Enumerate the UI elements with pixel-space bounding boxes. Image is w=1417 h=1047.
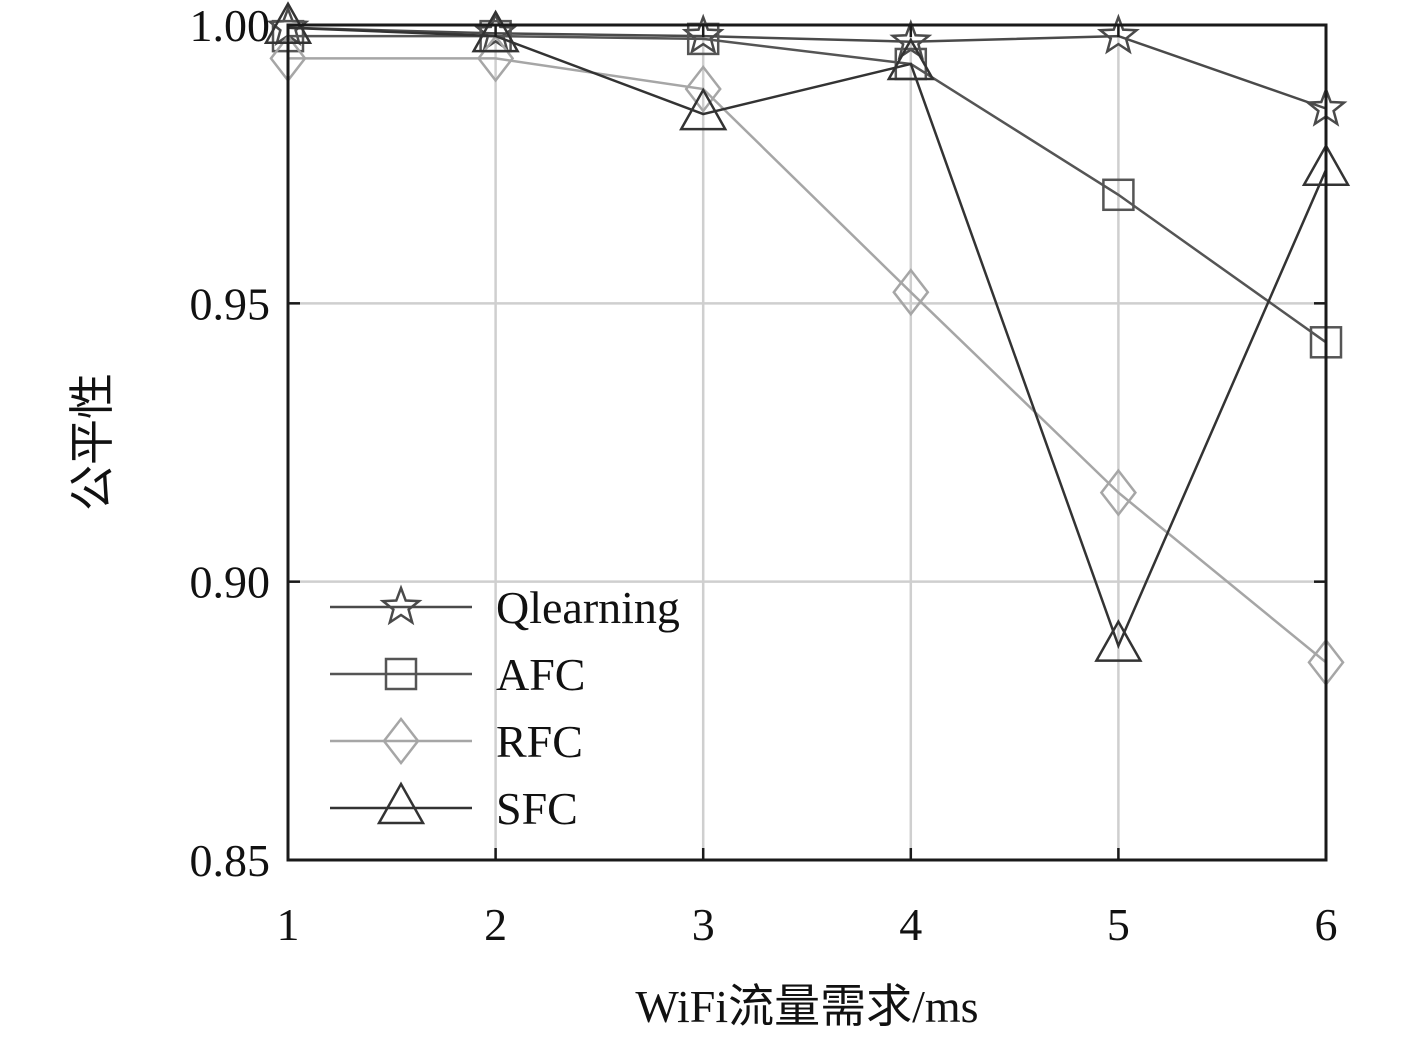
data-point-sfc [471,9,520,53]
data-point-qlearning [474,10,518,52]
legend-marker-sfc [376,781,426,825]
y-axis-title: 公平性 [67,373,118,511]
series-line-qlearning [287,26,1327,110]
legend-label-afc: AFC [496,649,585,700]
grid [288,25,1326,860]
data-point-sfc [1094,619,1143,662]
legend: Qlearning AFC RFC SFC [330,582,680,834]
data-point-afc [1102,178,1135,212]
series-line-afc [288,34,1327,344]
data-point-sfc [886,37,935,81]
legend-marker-afc [384,657,418,691]
x-tick-label: 6 [1315,899,1338,950]
x-axis-title: WiFi流量需求/ms [635,981,978,1032]
legend-item-rfc: RFC [330,716,583,767]
data-point-rfc [684,64,722,114]
x-tick-label: 3 [692,899,715,950]
series-line-rfc [288,57,1327,664]
data-point-rfc [1099,468,1137,517]
ticks: 1 2 3 4 5 6 0.85 0.90 0.95 1.00 [190,0,1338,950]
data-point-qlearning [681,13,725,55]
legend-marker-qlearning [379,584,423,626]
x-tick-label: 2 [484,899,507,950]
plot-frame [286,23,1328,862]
x-tick-label: 4 [899,899,922,950]
legend-item-sfc: SFC [330,781,578,834]
data-point-qlearning [1096,13,1140,55]
legend-label-qlearning: Qlearning [496,582,680,633]
y-tick-label: 0.95 [190,278,271,329]
data-point-rfc [892,268,930,317]
series-line-sfc [287,26,1328,650]
legend-label-rfc: RFC [496,716,583,767]
x-tick-label: 1 [277,899,300,950]
series-group [263,1,1351,687]
y-tick-label: 1.00 [190,0,271,51]
legend-marker-rfc [382,716,420,766]
legend-item-afc: AFC [330,649,585,700]
data-point-sfc [679,87,728,131]
legend-item-qlearning: Qlearning [330,582,680,633]
y-tick-label: 0.85 [190,835,271,886]
x-tick-label: 5 [1107,899,1130,950]
legend-label-sfc: SFC [496,783,578,834]
y-tick-label: 0.90 [190,557,271,608]
